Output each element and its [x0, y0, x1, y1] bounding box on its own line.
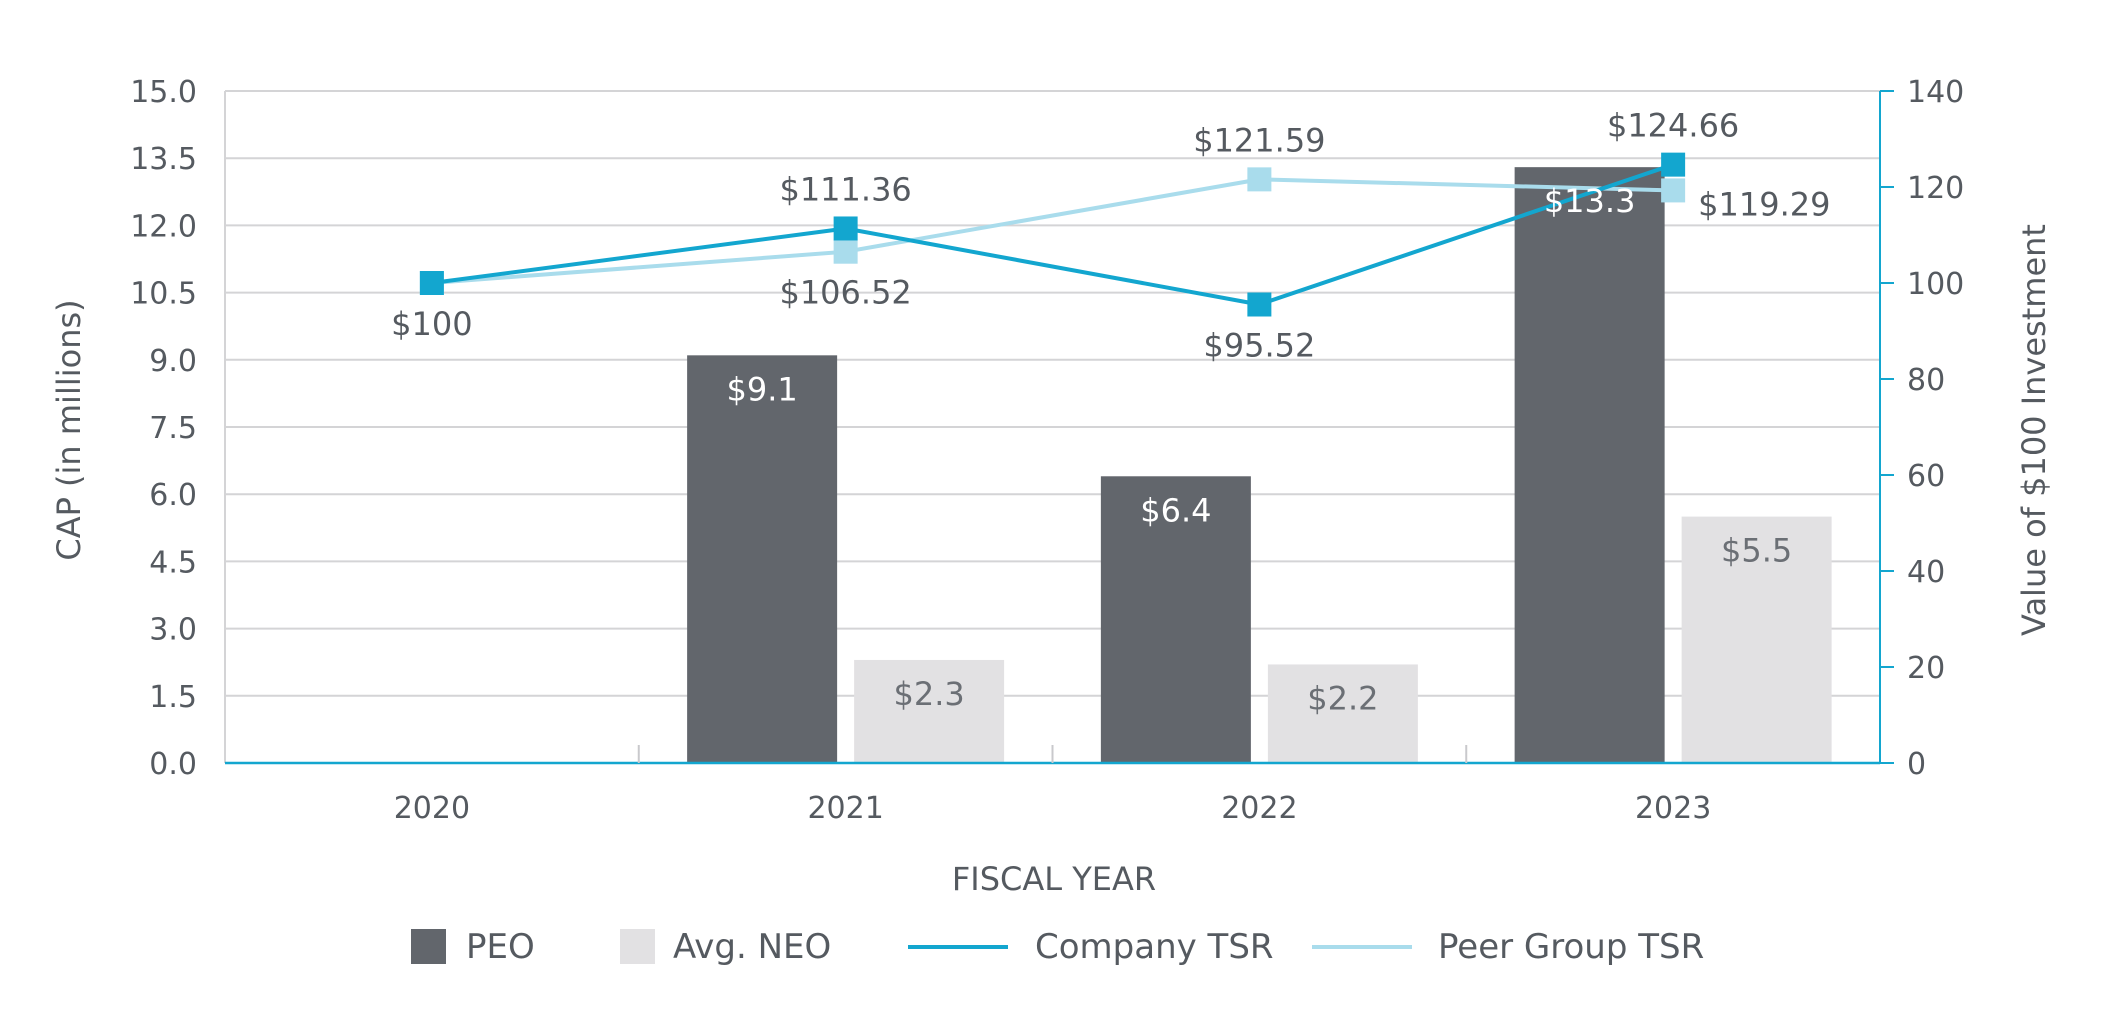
- bars: [687, 167, 1832, 763]
- y-tick-label: 12.0: [130, 209, 197, 244]
- y-tick-label: 4.5: [149, 545, 197, 580]
- peo-bar-label: $13.3: [1544, 182, 1636, 220]
- company-tsr-point: [1247, 292, 1272, 317]
- y2-tick-label: 40: [1907, 555, 1945, 590]
- legend-label-avg-neo: Avg. NEO: [673, 927, 831, 967]
- peer-group-tsr-line: [431, 177, 1674, 285]
- company-tsr-point: [1661, 152, 1686, 177]
- data-labels: $9.1 $2.3 $6.4 $2.2 $13.3 $5.5 $106.52 $121.59 $…: [391, 107, 1830, 718]
- y-tick-label: 9.0: [149, 344, 197, 379]
- company-tsr-label: $111.36: [779, 170, 911, 208]
- y2-axis-title: Value of $100 Investment: [2015, 224, 2053, 636]
- legend-swatch-avg-neo: [620, 929, 655, 964]
- x-tick-label: 2022: [1221, 791, 1297, 826]
- peo-bar: [1100, 476, 1251, 763]
- y-tick-label: 7.5: [149, 411, 197, 446]
- avg-neo-bar: [1267, 664, 1418, 763]
- gridlines: [225, 90, 1880, 697]
- y2-tick-label: 0: [1907, 747, 1926, 782]
- legend-label-peer-group-tsr: Peer Group TSR: [1438, 927, 1704, 967]
- legend-swatch-peo: [411, 929, 446, 964]
- peer-group-tsr-point: [833, 239, 858, 264]
- x-tick-label: 2023: [1635, 791, 1711, 826]
- y2-tick-label: 140: [1907, 75, 1964, 110]
- legend: PEO Avg. NEO Company TSR Peer Group TSR: [411, 927, 1704, 967]
- y-tick-label: 3.0: [149, 613, 197, 648]
- y-tick-label: 6.0: [149, 478, 197, 513]
- company-tsr-point: [419, 271, 444, 295]
- avg-neo-bar-label: $2.3: [894, 675, 965, 713]
- y-tick-label: 1.5: [149, 680, 197, 715]
- x-tick-label: 2020: [394, 791, 470, 826]
- y2-tick-label: 20: [1907, 651, 1945, 686]
- legend-label-company-tsr: Company TSR: [1035, 927, 1274, 967]
- company-tsr-label: $95.52: [1203, 327, 1315, 365]
- company-tsr-line: [431, 162, 1674, 307]
- tick-labels: 0.0 1.5 3.0 4.5 6.0 7.5 9.0 10.5 12.0 13.5 15.0 0 20…: [130, 75, 1964, 826]
- x-tick-label: 2021: [807, 791, 883, 826]
- peo-bar: [1514, 167, 1665, 763]
- peo-bar: [687, 355, 838, 763]
- company-tsr-label: $100: [391, 305, 472, 343]
- company-tsr-label: $124.66: [1607, 107, 1739, 145]
- peo-bar-label: $6.4: [1140, 491, 1211, 529]
- axes: [224, 90, 1894, 765]
- y2-tick-label: 80: [1907, 363, 1945, 398]
- y2-tick-label: 100: [1907, 267, 1964, 302]
- peer-group-tsr-point: [1661, 178, 1686, 203]
- y-tick-label: 10.5: [130, 277, 197, 312]
- peer-group-tsr-label: $119.29: [1698, 185, 1830, 223]
- avg-neo-bar: [854, 659, 1005, 763]
- tsr-lines: [419, 152, 1686, 317]
- y-tick-label: 0.0: [149, 747, 197, 782]
- y-axis-title: CAP (in millions): [50, 299, 88, 560]
- peo-bar-label: $9.1: [727, 370, 798, 408]
- legend-label-peo: PEO: [466, 927, 535, 967]
- avg-neo-bar: [1681, 516, 1832, 763]
- peer-group-tsr-label: $121.59: [1193, 121, 1325, 159]
- company-tsr-point: [833, 216, 858, 241]
- y-tick-label: 15.0: [130, 75, 197, 110]
- y-tick-label: 13.5: [130, 142, 197, 177]
- x-axis-title: FISCAL YEAR: [952, 860, 1156, 898]
- avg-neo-bar-label: $2.2: [1307, 679, 1378, 717]
- y2-tick-label: 120: [1907, 171, 1964, 206]
- avg-neo-bar-label: $5.5: [1721, 532, 1792, 570]
- peer-group-tsr-point: [1247, 167, 1272, 192]
- peer-group-tsr-label: $106.52: [779, 274, 911, 312]
- y2-tick-label: 60: [1907, 459, 1945, 494]
